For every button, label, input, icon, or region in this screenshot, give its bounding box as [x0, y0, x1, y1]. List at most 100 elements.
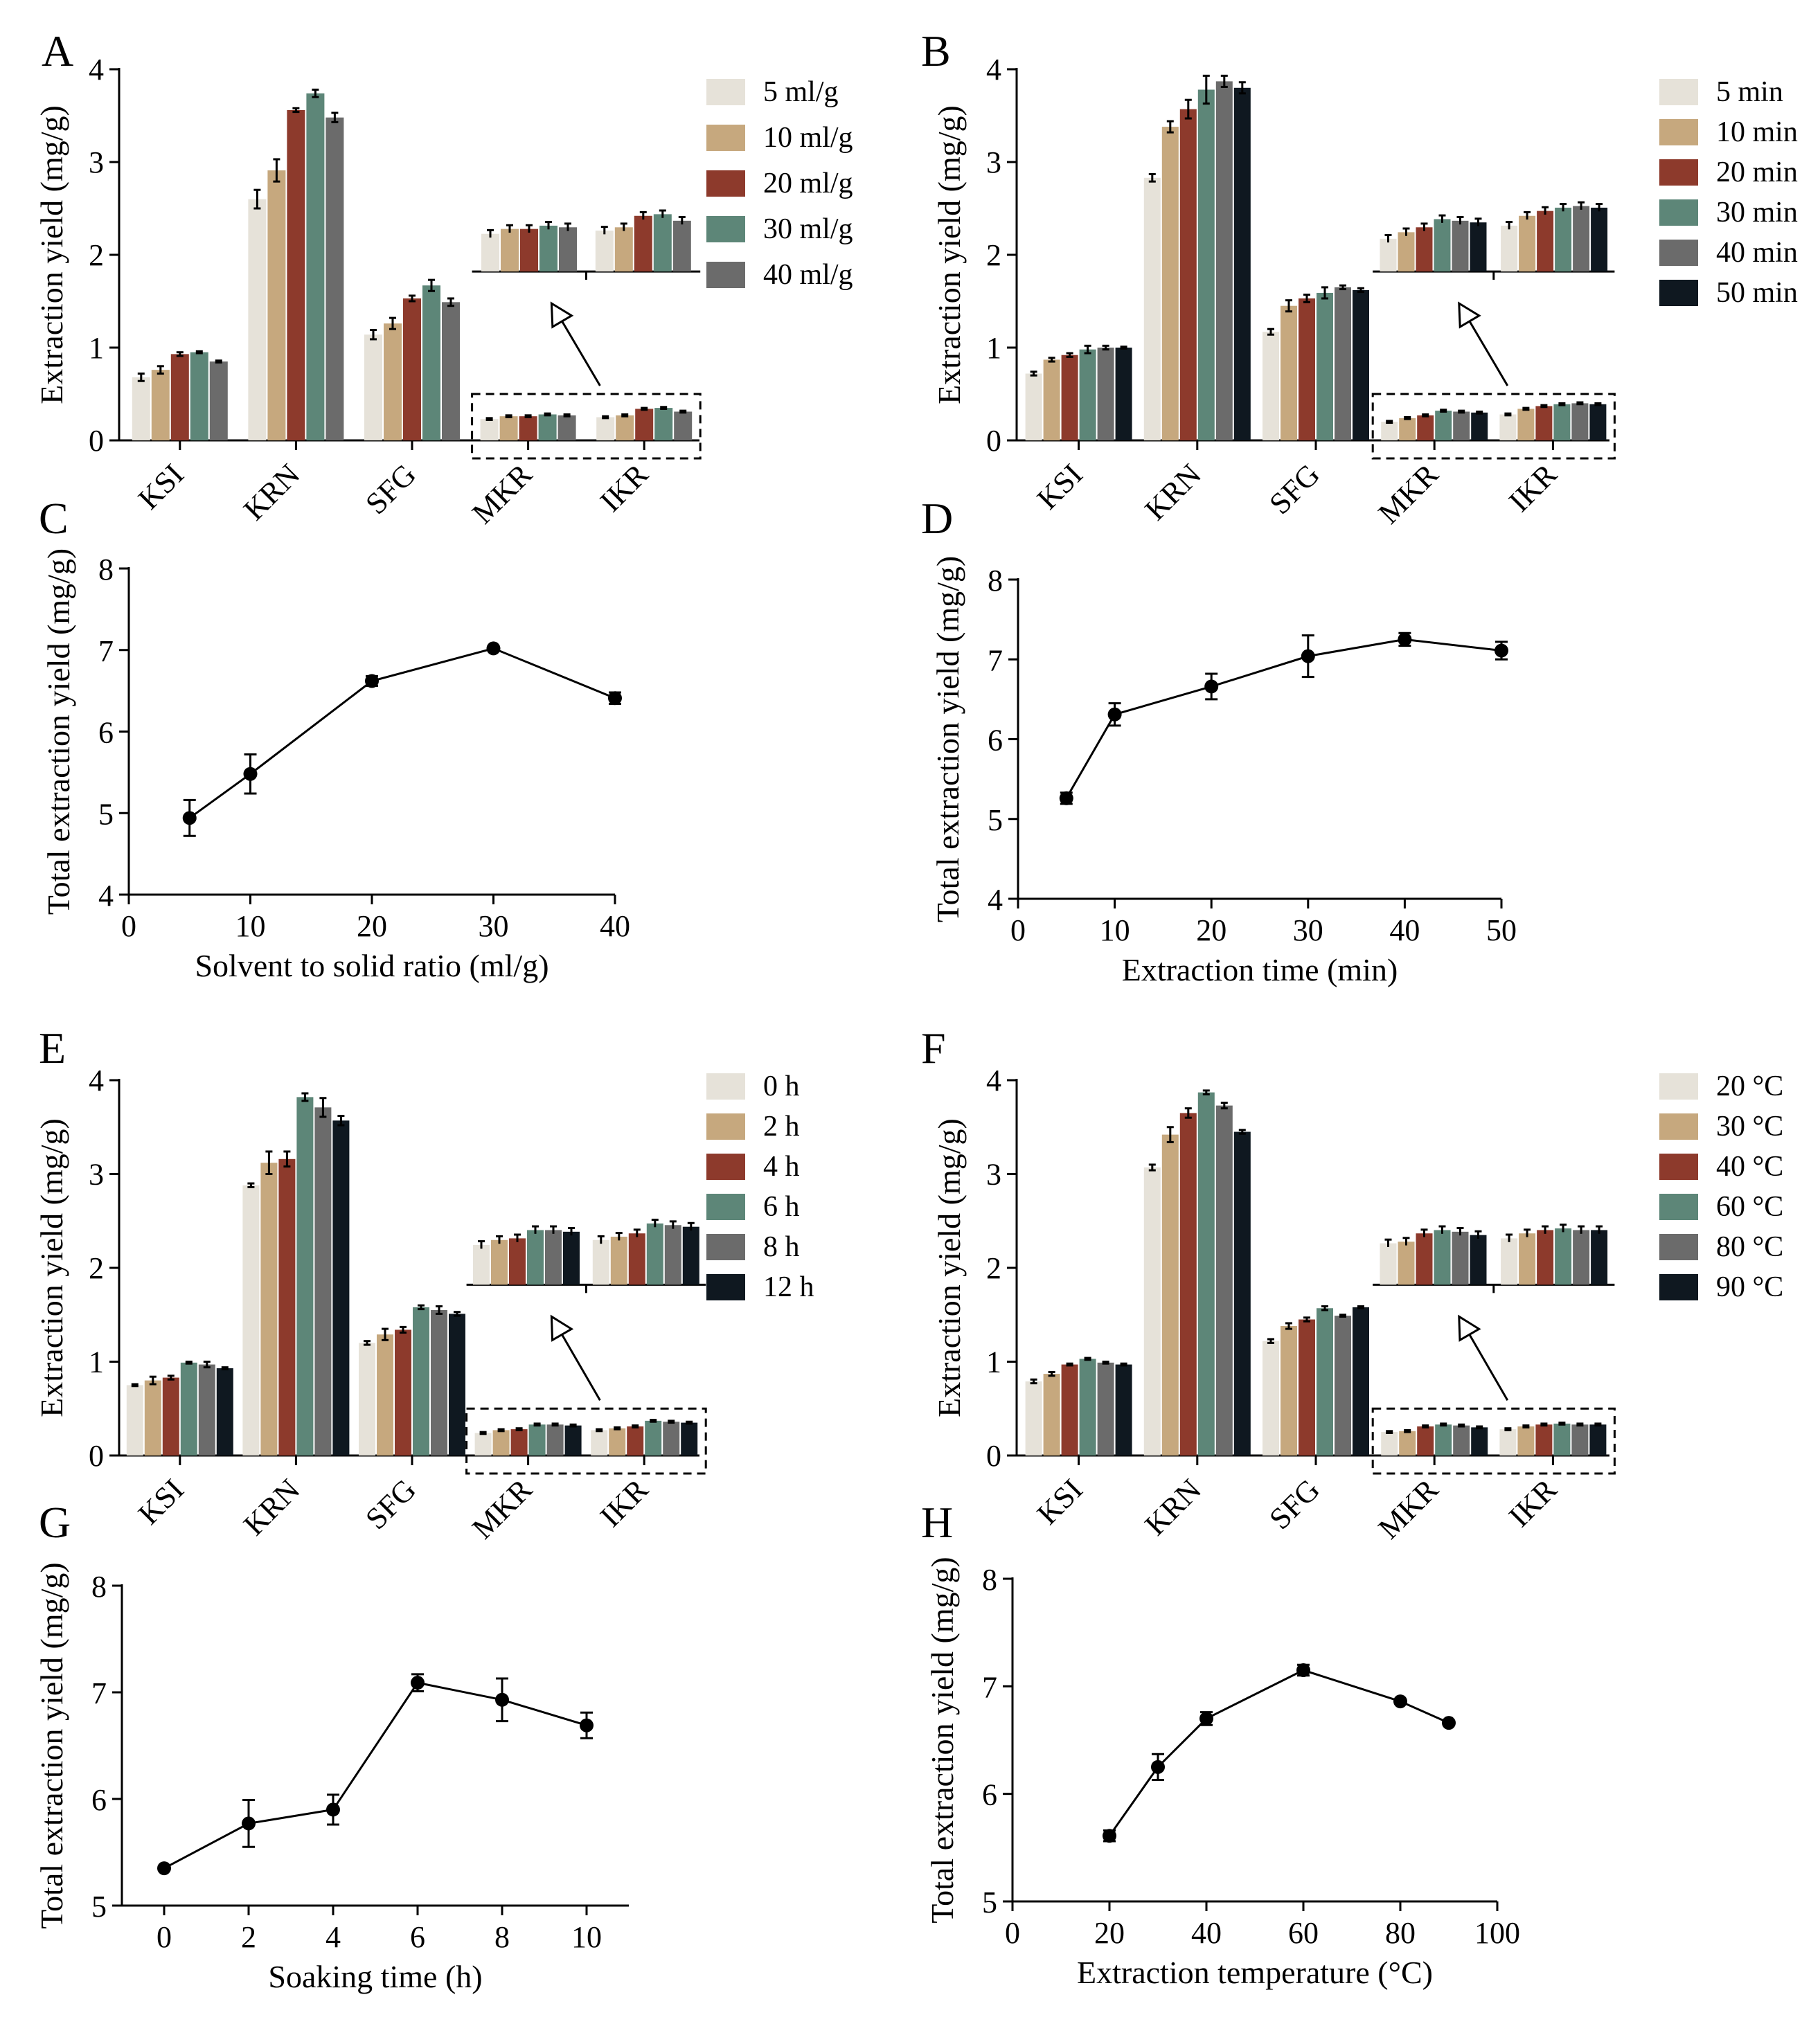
zoom-arrow	[1468, 1334, 1509, 1401]
bar	[1499, 414, 1517, 440]
bar	[557, 415, 576, 440]
y-tick-label: 4	[986, 53, 1001, 87]
legend-swatch	[706, 216, 745, 242]
bar	[1589, 404, 1607, 440]
legend-swatch	[1659, 280, 1698, 306]
x-tick-label: IKR	[594, 1472, 655, 1534]
bar	[377, 1334, 393, 1456]
inset-bar	[1519, 215, 1536, 272]
y-tick-label: 1	[986, 1345, 1001, 1379]
x-tick-label: 20	[1094, 1916, 1125, 1950]
bar	[1233, 87, 1251, 441]
zoom-arrow-head	[1458, 1314, 1481, 1342]
y-axis-title: Total extraction yield (mg/g)	[930, 556, 965, 922]
x-tick-label: 10	[235, 909, 266, 943]
bar	[162, 1377, 179, 1456]
data-point	[326, 1802, 340, 1817]
legend-swatch	[706, 1234, 745, 1260]
legend-label: 10 min	[1716, 116, 1798, 148]
legend-swatch	[706, 1113, 745, 1140]
y-tick-label: 4	[89, 1064, 104, 1098]
legend-label: 10 ml/g	[763, 122, 853, 154]
bar	[190, 352, 208, 440]
y-tick-label: 4	[988, 883, 1003, 917]
inset-bar	[563, 1231, 580, 1285]
x-tick-label: KRN	[1139, 1472, 1208, 1541]
bar	[1381, 1432, 1398, 1456]
inset-bar	[1501, 1238, 1518, 1285]
inset-bar	[509, 1238, 526, 1285]
data-point	[242, 1816, 256, 1831]
bar	[314, 1107, 332, 1456]
x-tick-label: 50	[1486, 913, 1517, 947]
bar	[1535, 406, 1553, 440]
zoom-region-box	[465, 1407, 707, 1475]
bar	[510, 1429, 528, 1456]
bar	[1435, 411, 1452, 440]
bar	[1353, 1307, 1369, 1456]
bar	[248, 199, 267, 440]
y-tick-label: 7	[988, 643, 1003, 677]
y-tick-label: 7	[982, 1670, 997, 1704]
y-axis-title: Total extraction yield (mg/g)	[41, 548, 76, 915]
legend-swatch	[706, 170, 745, 197]
inset-bar	[628, 1233, 645, 1285]
legend-swatch	[1659, 1154, 1698, 1180]
inset-bar	[1380, 1243, 1397, 1285]
bar	[663, 1422, 680, 1456]
panel-E: E 0 1 2 3 4 Extraction yield (mg/g) KSI KRN SFG MK…	[34, 1023, 814, 1546]
legend-label: 40 ml/g	[763, 259, 853, 291]
bar	[170, 354, 189, 440]
panel-A: A 0 1 2 3 4 Extraction yield (mg/g) KSI KRN SFG MK…	[34, 26, 853, 530]
y-tick-label: 4	[98, 879, 114, 913]
y-axis-title: Total extraction yield (mg/g)	[925, 1557, 960, 1923]
panel-letter: C	[39, 494, 69, 543]
inset-bar	[1537, 1230, 1554, 1285]
x-tick-label: 0	[157, 1920, 172, 1954]
x-tick-label: KRN	[237, 1472, 306, 1541]
inset-bar	[545, 1230, 562, 1285]
bar	[1453, 1425, 1470, 1456]
x-tick-label: KRN	[1139, 457, 1208, 526]
bar	[1571, 1424, 1589, 1456]
inset-bar	[1573, 1230, 1590, 1285]
bar	[403, 298, 421, 440]
legend-swatch	[1659, 159, 1698, 186]
x-tick-label: SFG	[1263, 457, 1326, 521]
bar	[332, 1120, 350, 1456]
inset-bar	[1555, 207, 1572, 272]
bar	[1143, 1167, 1161, 1456]
panel-letter: G	[39, 1498, 71, 1547]
x-tick-label: 30	[1293, 913, 1323, 947]
bar	[1553, 404, 1571, 440]
data-point	[1151, 1759, 1165, 1774]
bar	[413, 1307, 429, 1456]
legend-swatch	[1659, 79, 1698, 105]
x-tick-label: 0	[1005, 1916, 1020, 1950]
bar	[1417, 1426, 1434, 1456]
legend-swatch	[706, 1073, 745, 1100]
bar	[1317, 292, 1333, 440]
bar	[616, 415, 634, 440]
y-axis-title: Extraction yield (mg/g)	[34, 105, 69, 404]
data-point	[486, 641, 501, 656]
data-point	[1296, 1663, 1310, 1678]
bar	[1335, 287, 1351, 440]
x-axis-title: Soaking time (h)	[268, 1959, 482, 1994]
data-point	[243, 767, 258, 781]
x-tick-label: SFG	[359, 1472, 422, 1536]
legend-label: 40 °C	[1716, 1151, 1783, 1183]
legend-swatch	[706, 1274, 745, 1300]
legend-label: 30 °C	[1716, 1111, 1783, 1143]
panel-D: D 4 5 6 7 8 0 10 20 30 40 50 Extraction time (min) To…	[921, 494, 1517, 987]
bar	[1043, 359, 1060, 440]
inset-bar	[1416, 1233, 1433, 1285]
y-tick-label: 3	[986, 1158, 1001, 1192]
y-tick-label: 8	[988, 564, 1003, 598]
y-axis-title: Extraction yield (mg/g)	[931, 105, 967, 404]
legend-label: 30 ml/g	[763, 213, 853, 245]
inset-bar	[672, 220, 691, 272]
bar	[1143, 177, 1161, 440]
x-tick-label: 20	[1196, 913, 1226, 947]
